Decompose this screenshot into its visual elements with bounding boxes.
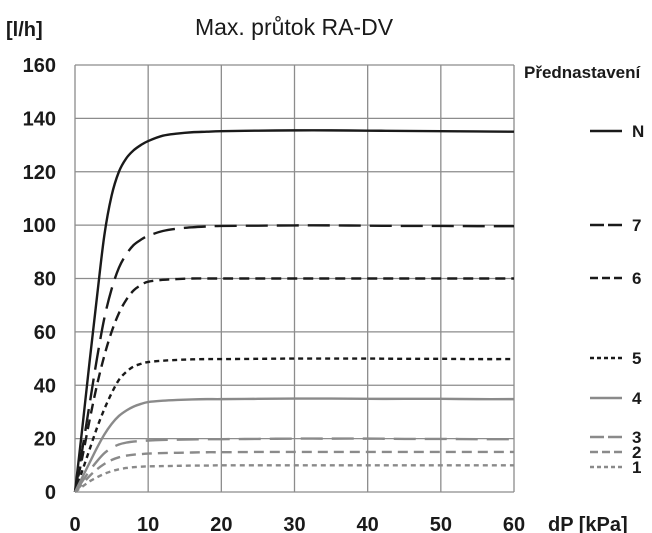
x-axis-label: dP [kPa] bbox=[548, 514, 628, 533]
legend-label-N: N bbox=[632, 122, 644, 141]
x-tick-label: 50 bbox=[430, 514, 452, 533]
series-line-3 bbox=[74, 437, 515, 493]
legend-label-4: 4 bbox=[632, 389, 642, 408]
chart-title: Max. průtok RA-DV bbox=[195, 14, 394, 40]
series-lines bbox=[73, 129, 515, 493]
series-line-1 bbox=[74, 464, 514, 493]
legend-label-5: 5 bbox=[632, 349, 641, 368]
y-tick-label: 0 bbox=[45, 482, 56, 504]
legend-label-7: 7 bbox=[632, 216, 641, 235]
legend-label-1: 1 bbox=[632, 458, 641, 477]
y-tick-label: 160 bbox=[23, 55, 56, 77]
x-tick-label: 20 bbox=[210, 514, 232, 533]
series-line-2 bbox=[74, 450, 514, 493]
y-ticks: 0 20 40 60 80 100 120 140 160 bbox=[23, 55, 56, 504]
x-tick-label: 60 bbox=[503, 514, 525, 533]
y-tick-label: 40 bbox=[34, 375, 56, 397]
x-tick-label: 10 bbox=[137, 514, 159, 533]
x-tick-label: 40 bbox=[357, 514, 379, 533]
x-tick-label: 0 bbox=[69, 514, 80, 533]
series-line-4 bbox=[73, 397, 515, 493]
legend-label-6: 6 bbox=[632, 269, 641, 288]
y-tick-label: 140 bbox=[23, 108, 56, 130]
legend-title: Přednastavení bbox=[524, 63, 641, 82]
x-ticks: 0 10 20 30 40 50 60 bbox=[69, 514, 525, 533]
series-line-5 bbox=[73, 357, 515, 493]
legend-label-3: 3 bbox=[632, 428, 641, 447]
legend-label-2: 2 bbox=[632, 443, 641, 462]
series-line-6 bbox=[73, 277, 514, 493]
y-tick-label: 60 bbox=[34, 322, 56, 344]
series-line-7 bbox=[73, 224, 515, 493]
x-tick-label: 30 bbox=[283, 514, 305, 533]
y-tick-label: 100 bbox=[23, 215, 56, 237]
y-tick-label: 120 bbox=[23, 162, 56, 184]
y-tick-label: 20 bbox=[34, 429, 56, 451]
y-axis-label: [l/h] bbox=[6, 19, 43, 41]
legend: N 7 6 5 4 321 bbox=[590, 122, 644, 477]
y-tick-label: 80 bbox=[34, 269, 56, 291]
series-line-N bbox=[73, 129, 515, 493]
